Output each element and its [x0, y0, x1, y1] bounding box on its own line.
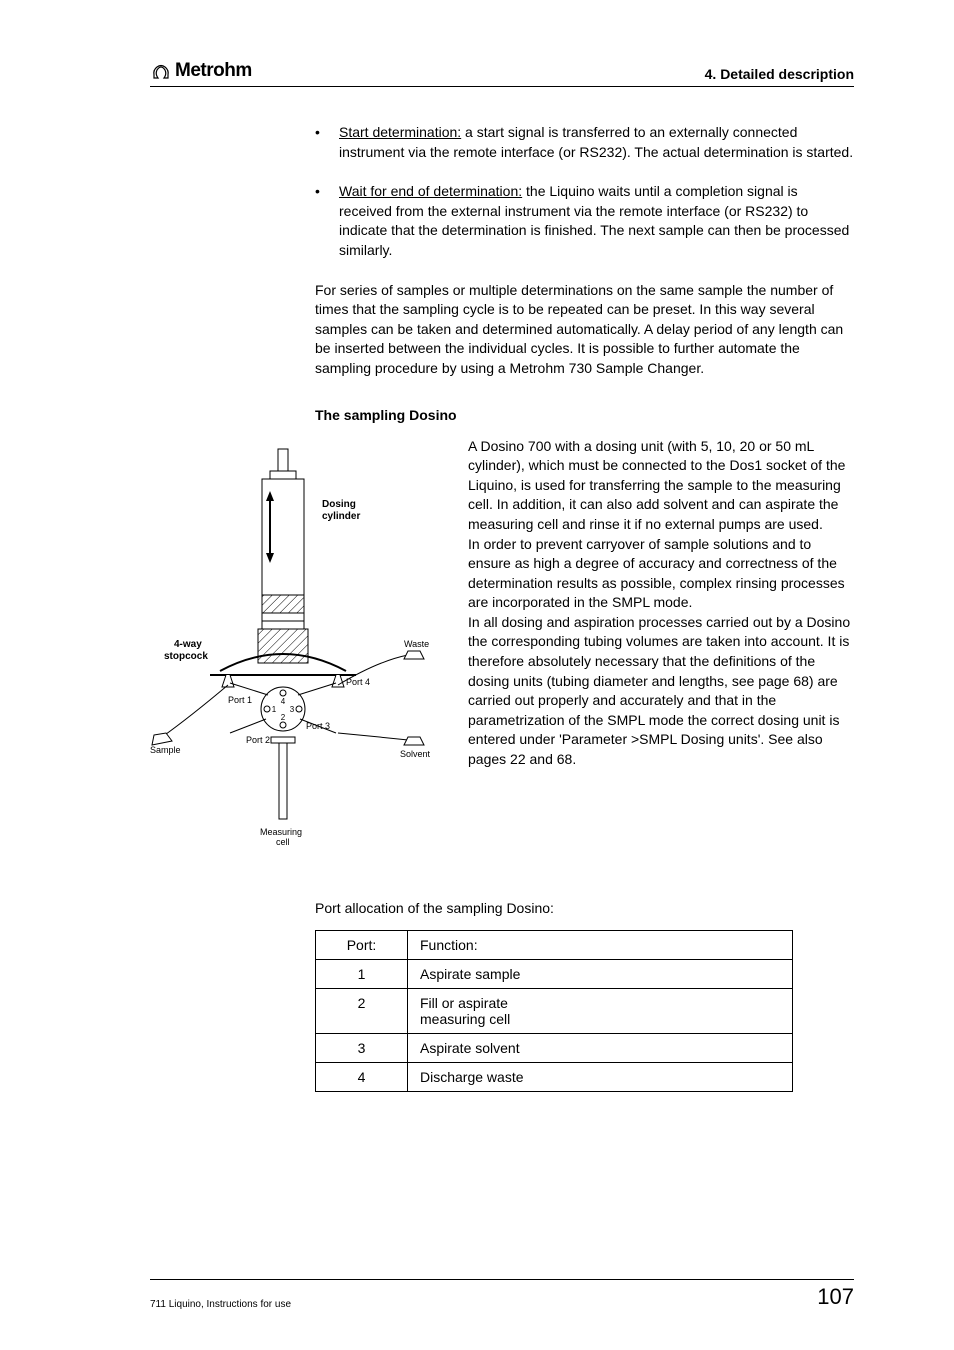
svg-text:1: 1 [272, 705, 277, 714]
table-row: 2 Fill or aspirate measuring cell [316, 988, 793, 1033]
svg-text:3: 3 [290, 705, 295, 714]
page-footer: 711 Liquino, Instructions for use 107 [150, 1279, 854, 1310]
svg-text:cylinder: cylinder [322, 511, 360, 522]
dosino-diagram: 4 1 3 2 [150, 437, 450, 872]
table-row: 1 Aspirate sample [316, 959, 793, 988]
cell-fill-aspirate: Fill or aspirate measuring cell [408, 988, 793, 1033]
brand-logo: Metrohm [150, 60, 252, 82]
svg-text:Port 1: Port 1 [228, 695, 252, 705]
svg-text:4-way: 4-way [174, 639, 202, 650]
page-number: 107 [817, 1284, 854, 1310]
svg-text:Sample: Sample [150, 745, 181, 755]
bullet-text: Wait for end of determination: the Liqui… [339, 182, 854, 260]
omega-icon [150, 62, 172, 80]
table-row: 3 Aspirate solvent [316, 1033, 793, 1062]
sampling-dosino-title: The sampling Dosino [315, 407, 854, 423]
svg-text:stopcock: stopcock [164, 651, 208, 662]
svg-text:Port 3: Port 3 [306, 721, 330, 731]
paragraph-series: For series of samples or multiple determ… [315, 281, 854, 379]
table-header-function: Function: [408, 930, 793, 959]
svg-text:Waste: Waste [404, 639, 429, 649]
bullet-start-determination: • Start determination: a start signal is… [315, 123, 854, 162]
port-allocation-table: Port: Function: 1 Aspirate sample 2 Fill… [315, 930, 793, 1092]
svg-text:Solvent: Solvent [400, 749, 431, 759]
table-header-port: Port: [316, 930, 408, 959]
svg-text:4: 4 [281, 697, 286, 706]
dosino-description: A Dosino 700 with a dosing unit (with 5,… [468, 437, 854, 872]
bullet-icon: • [315, 123, 339, 162]
svg-text:Measuring: Measuring [260, 827, 302, 837]
footer-doc-title: 711 Liquino, Instructions for use [150, 1299, 291, 1310]
page-header: Metrohm 4. Detailed description [150, 60, 854, 87]
svg-text:Port 2: Port 2 [246, 735, 270, 745]
bullet-icon: • [315, 182, 339, 260]
logo-text: Metrohm [175, 60, 252, 82]
section-title-header: 4. Detailed description [705, 66, 854, 82]
table-row: 4 Discharge waste [316, 1062, 793, 1091]
svg-text:cell: cell [276, 837, 290, 847]
port-allocation-intro: Port allocation of the sampling Dosino: [315, 900, 854, 916]
table-row: Port: Function: [316, 930, 793, 959]
svg-text:Dosing: Dosing [322, 499, 356, 510]
svg-text:2: 2 [281, 713, 286, 722]
bullet-wait-determination: • Wait for end of determination: the Liq… [315, 182, 854, 260]
svg-text:Port 4: Port 4 [346, 677, 370, 687]
bullet-text: Start determination: a start signal is t… [339, 123, 854, 162]
